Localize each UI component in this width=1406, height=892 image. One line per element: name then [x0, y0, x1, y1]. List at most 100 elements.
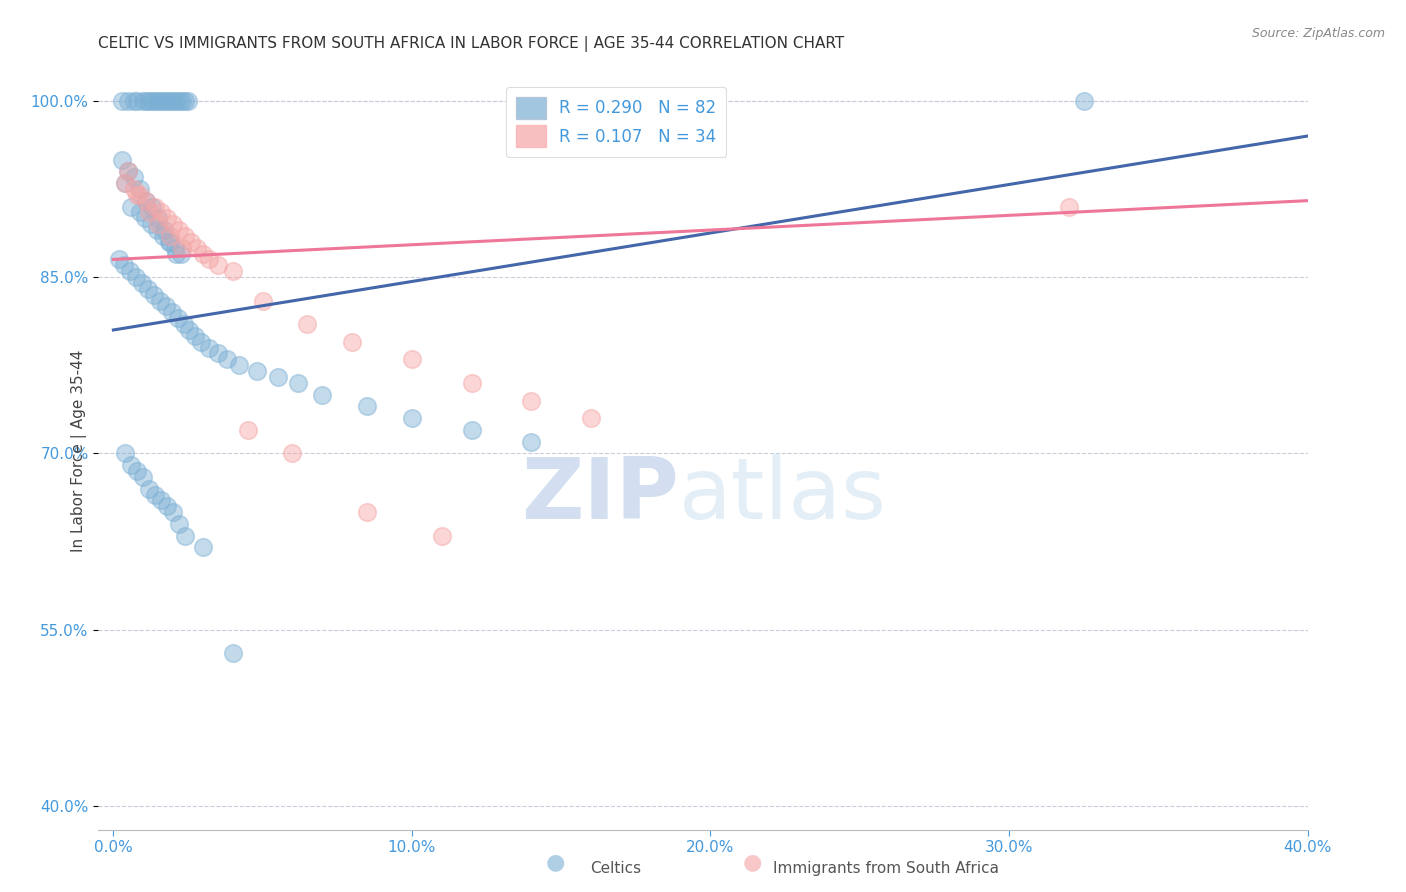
Point — [174, 228, 197, 243]
Point — [266, 370, 288, 384]
Point — [117, 94, 139, 108]
Point — [1057, 200, 1080, 214]
Text: Immigrants from South Africa: Immigrants from South Africa — [773, 861, 1000, 876]
Point — [150, 493, 173, 508]
Point — [159, 228, 181, 243]
Point — [139, 217, 162, 231]
Text: atlas: atlas — [679, 454, 887, 538]
Point — [114, 176, 136, 190]
Point — [167, 94, 190, 108]
Text: ZIP: ZIP — [522, 454, 679, 538]
Point — [198, 252, 221, 267]
Text: Celtics: Celtics — [591, 861, 641, 876]
Point — [198, 341, 221, 355]
Point — [179, 323, 201, 337]
Point — [122, 182, 145, 196]
Point — [135, 194, 157, 208]
Point — [252, 293, 274, 308]
Point — [127, 464, 149, 478]
Point — [129, 182, 152, 196]
Point — [156, 211, 179, 226]
Point — [228, 358, 250, 372]
Point — [138, 482, 160, 496]
Point — [170, 241, 193, 255]
Point — [153, 223, 176, 237]
Point — [143, 200, 166, 214]
Point — [163, 241, 186, 255]
Point — [132, 470, 155, 484]
Point — [122, 94, 145, 108]
Point — [131, 276, 153, 290]
Point — [579, 411, 602, 425]
Point — [135, 194, 157, 208]
Point — [135, 94, 157, 108]
Point — [125, 270, 148, 285]
Point — [117, 164, 139, 178]
Point — [297, 317, 319, 331]
Point — [174, 529, 197, 543]
Point — [118, 264, 141, 278]
Point — [430, 529, 453, 543]
Point — [281, 446, 304, 460]
Point — [111, 94, 134, 108]
Point — [167, 516, 190, 531]
Point — [340, 334, 363, 349]
Point — [173, 317, 195, 331]
Point — [191, 246, 214, 260]
Y-axis label: In Labor Force | Age 35-44: In Labor Force | Age 35-44 — [72, 350, 87, 551]
Point — [136, 282, 159, 296]
Point — [207, 346, 229, 360]
Point — [146, 217, 169, 231]
Point — [460, 423, 482, 437]
Point — [114, 446, 136, 460]
Point — [162, 217, 184, 231]
Point — [156, 94, 179, 108]
Point — [159, 235, 181, 249]
Point — [117, 164, 139, 178]
Point — [174, 94, 197, 108]
Point — [190, 334, 212, 349]
Point — [146, 211, 169, 226]
Point — [112, 258, 135, 272]
Point — [134, 211, 156, 226]
Point — [170, 94, 193, 108]
Point — [191, 541, 214, 555]
Point — [157, 235, 180, 249]
Point — [236, 423, 259, 437]
Point — [222, 646, 245, 660]
Point — [122, 170, 145, 185]
Point — [127, 187, 149, 202]
Point — [111, 153, 134, 167]
Point — [401, 352, 423, 367]
Point — [138, 94, 160, 108]
Point — [129, 205, 152, 219]
Point — [167, 223, 190, 237]
Point — [184, 329, 207, 343]
Point — [311, 387, 333, 401]
Point — [108, 252, 131, 267]
Point — [138, 205, 160, 219]
Point — [155, 300, 177, 314]
Point — [143, 94, 166, 108]
Text: ●: ● — [546, 853, 565, 872]
Text: ●: ● — [742, 853, 762, 872]
Point — [162, 94, 184, 108]
Point — [460, 376, 482, 390]
Point — [141, 94, 163, 108]
Point — [222, 264, 245, 278]
Point — [520, 393, 543, 408]
Point — [127, 94, 149, 108]
Point — [143, 487, 166, 501]
Point — [160, 305, 183, 319]
Point — [162, 505, 184, 519]
Point — [153, 94, 176, 108]
Point — [246, 364, 269, 378]
Point — [114, 176, 136, 190]
Point — [165, 246, 187, 260]
Point — [150, 94, 173, 108]
Point — [146, 94, 169, 108]
Point — [120, 200, 142, 214]
Point — [141, 200, 163, 214]
Point — [177, 94, 200, 108]
Text: CELTIC VS IMMIGRANTS FROM SOUTH AFRICA IN LABOR FORCE | AGE 35-44 CORRELATION CH: CELTIC VS IMMIGRANTS FROM SOUTH AFRICA I… — [98, 36, 845, 52]
